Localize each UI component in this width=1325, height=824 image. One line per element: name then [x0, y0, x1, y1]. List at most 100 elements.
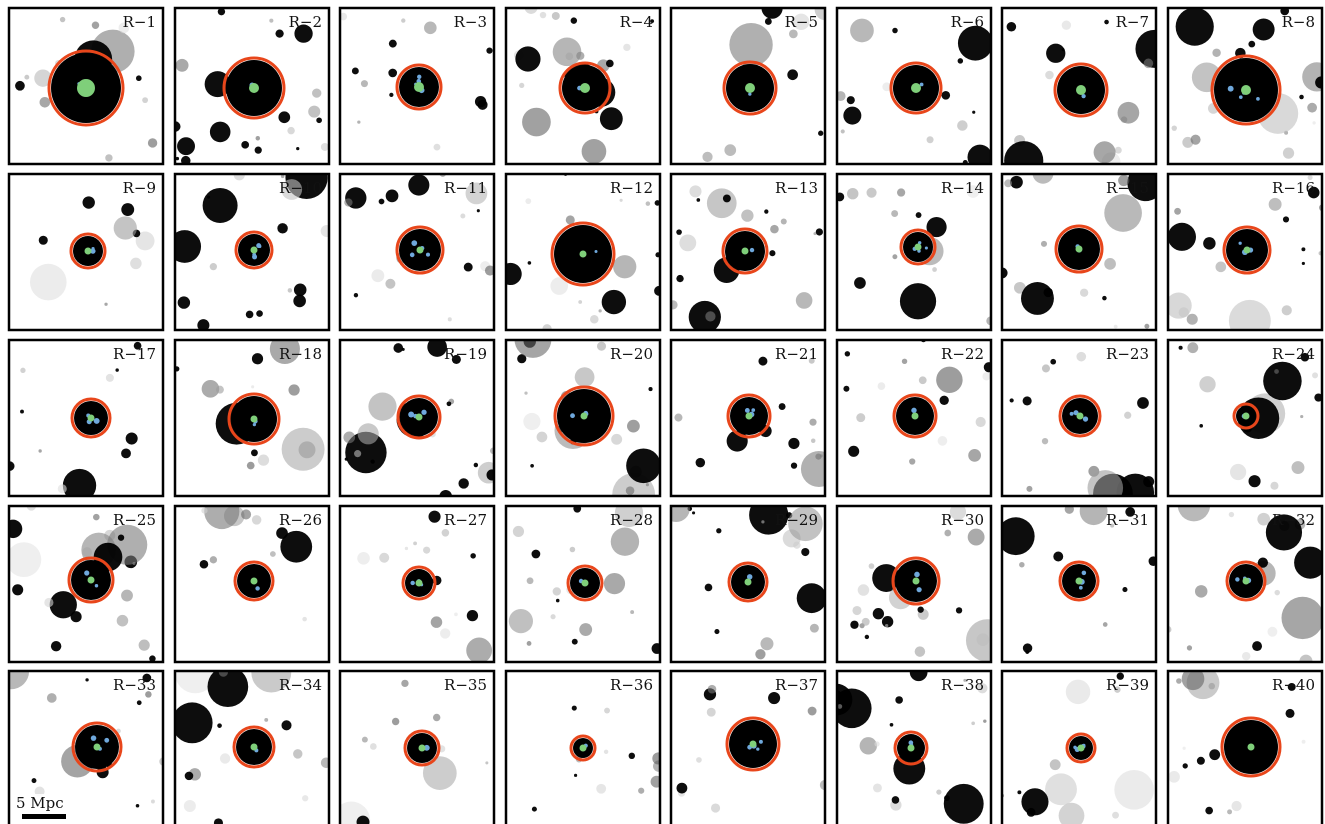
satellite-marker: [570, 413, 575, 419]
halo-blob: [1102, 295, 1107, 301]
halo-blob: [343, 431, 356, 444]
halo-blob: [357, 423, 379, 445]
satellite-marker: [914, 571, 920, 578]
halo-blob: [441, 529, 450, 537]
halo-blob: [470, 553, 476, 559]
halo-blob: [801, 547, 810, 557]
halo-blob: [674, 413, 683, 422]
central-galaxy-marker: [744, 578, 752, 586]
halo-blob: [695, 457, 706, 468]
halo-blob: [972, 110, 976, 114]
panel-frame: [504, 504, 662, 664]
panel-label: R−2: [289, 13, 322, 31]
halo-blob: [889, 722, 894, 727]
halo-blob: [807, 706, 817, 716]
cluster-panel: R−17: [7, 338, 165, 498]
halo-blob: [790, 462, 798, 469]
satellite-marker: [1081, 93, 1086, 99]
central-galaxy-marker: [1076, 85, 1086, 95]
halo-blob: [105, 154, 113, 162]
halo-blob: [12, 584, 24, 596]
halo-blob: [1127, 173, 1157, 202]
halo-blob: [550, 277, 569, 295]
panel-label: R−32: [1272, 511, 1315, 529]
halo-blob: [909, 458, 916, 465]
halo-blob: [413, 541, 417, 546]
halo-blob: [287, 126, 295, 135]
halo-blob: [458, 478, 469, 489]
central-galaxy-marker: [745, 83, 755, 93]
halo-blob: [1049, 759, 1061, 771]
virial-radius-ring: [1058, 394, 1102, 438]
halo-blob: [755, 649, 766, 660]
satellite-marker: [908, 740, 914, 746]
halo-blob: [91, 21, 100, 29]
halo-blob: [219, 753, 231, 764]
virial-radius-ring: [401, 565, 437, 601]
halo-blob: [795, 292, 813, 309]
halo-blob: [706, 188, 737, 219]
central-galaxy-marker: [93, 743, 101, 751]
halo-blob: [760, 637, 774, 651]
halo-blob: [714, 629, 720, 635]
panel-frame: [1000, 504, 1158, 664]
halo-blob: [843, 385, 850, 392]
halo-blob: [788, 506, 823, 542]
panel-label: R−20: [610, 345, 653, 363]
panel-frame: [835, 6, 993, 166]
halo-blob: [302, 616, 307, 622]
panel-label: R−27: [444, 511, 487, 529]
halo-blob: [571, 638, 578, 645]
halo-blob: [623, 43, 631, 52]
halo-blob: [627, 419, 640, 433]
panel-label: R−6: [951, 13, 984, 31]
virial-radius-ring: [1232, 402, 1260, 430]
halo-blob: [432, 713, 441, 722]
halo-blob: [864, 634, 870, 640]
halo-blob: [967, 528, 985, 546]
halo-blob: [1167, 222, 1196, 251]
halo-blob: [596, 341, 607, 351]
halo-blob: [1143, 476, 1155, 488]
halo-blob: [320, 142, 329, 151]
halo-blob: [761, 520, 765, 524]
halo-blob: [1104, 258, 1116, 270]
virial-radius-ring: [227, 392, 281, 446]
halo-blob: [1004, 141, 1044, 165]
halo-blob: [603, 572, 626, 595]
halo-blob: [512, 525, 525, 538]
density-field: [836, 18, 992, 165]
halo-blob: [105, 373, 114, 382]
central-galaxy-marker: [1075, 245, 1083, 253]
halo-blob: [269, 339, 300, 364]
panel-frame: [835, 669, 993, 824]
halo-blob: [688, 300, 721, 331]
halo-blob: [596, 783, 607, 794]
panel-label: R−24: [1272, 345, 1315, 363]
halo-blob: [1001, 517, 1035, 556]
halo-blob: [574, 773, 578, 777]
virial-radius-ring: [1210, 54, 1282, 126]
halo-blob: [1307, 175, 1313, 181]
halo-blob: [1248, 475, 1261, 488]
halo-blob: [983, 362, 992, 373]
halo-blob: [638, 787, 645, 794]
halo-blob: [1020, 281, 1054, 315]
cluster-panel: R−2: [173, 6, 331, 166]
density-field: [8, 670, 164, 808]
halo-blob: [542, 324, 552, 331]
halo-blob: [251, 515, 262, 525]
halo-blob: [1061, 48, 1065, 52]
virial-radius-ring: [727, 561, 769, 603]
panel-frame: [835, 338, 993, 498]
halo-blob: [257, 454, 270, 466]
virial-radius-ring: [403, 729, 441, 767]
halo-blob: [251, 670, 292, 693]
halo-blob: [199, 559, 209, 569]
halo-blob: [1301, 261, 1305, 266]
cluster-panel: R−3: [338, 6, 496, 166]
density-field: [513, 7, 655, 164]
halo-blob: [868, 563, 875, 569]
halo-blob: [201, 507, 208, 514]
panel-frame: [338, 338, 496, 498]
